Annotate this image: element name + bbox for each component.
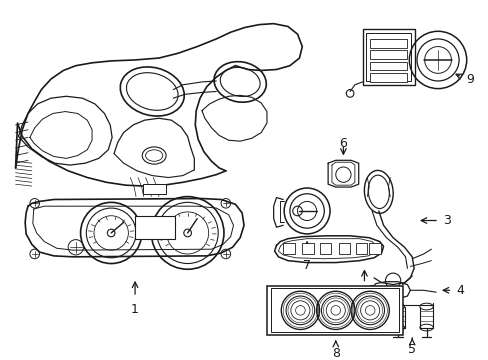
Bar: [369, 39, 406, 48]
Text: 5: 5: [407, 343, 415, 356]
Text: 1: 1: [131, 303, 139, 316]
Bar: [366, 33, 410, 81]
Bar: [283, 243, 294, 254]
Bar: [135, 216, 175, 239]
Bar: [302, 243, 313, 254]
Text: 4: 4: [455, 284, 463, 297]
Bar: [266, 285, 402, 335]
Bar: [369, 62, 406, 71]
Text: 2: 2: [360, 289, 367, 302]
Text: 7: 7: [303, 259, 310, 272]
Bar: [368, 243, 380, 254]
Bar: [338, 243, 349, 254]
Text: 8: 8: [331, 347, 339, 360]
Bar: [319, 243, 330, 254]
Text: 6: 6: [339, 138, 346, 150]
Text: 3: 3: [442, 214, 450, 227]
Bar: [369, 50, 406, 59]
Bar: [362, 30, 414, 85]
Bar: [270, 288, 398, 332]
Bar: [355, 243, 366, 254]
Bar: [369, 73, 406, 82]
Text: 9: 9: [465, 73, 473, 86]
Bar: [142, 184, 165, 194]
